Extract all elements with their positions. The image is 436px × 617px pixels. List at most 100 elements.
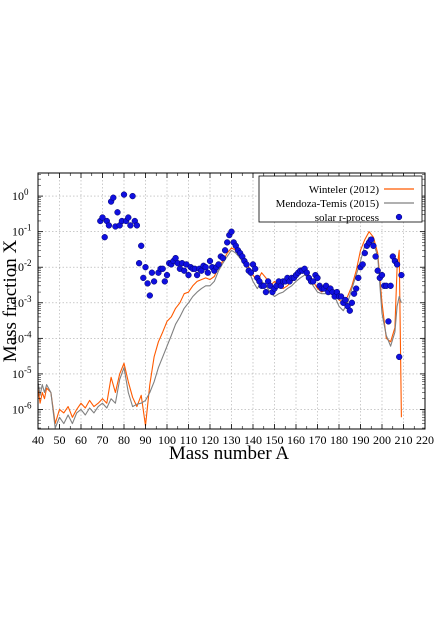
solar-point xyxy=(252,265,259,272)
x-tick-label: 190 xyxy=(352,433,370,447)
series-lines xyxy=(37,231,402,429)
solar-point xyxy=(310,278,317,285)
solar-point xyxy=(146,292,153,299)
x-tick-label: 110 xyxy=(180,433,198,447)
legend: Winteler (2012) Mendoza-Temis (2015) solar… xyxy=(258,175,423,224)
axis-ticks xyxy=(37,173,426,429)
solar-point xyxy=(150,278,158,285)
solar-point xyxy=(361,249,368,257)
solar-point xyxy=(101,234,108,241)
x-tick-label: 70 xyxy=(97,433,109,447)
x-tick-label: 210 xyxy=(395,433,413,447)
solar-point xyxy=(353,285,360,292)
solar-point xyxy=(114,209,121,216)
solar-point xyxy=(228,228,235,235)
solar-point xyxy=(140,274,147,282)
solar-point xyxy=(161,278,168,285)
y-tick-label: 10-1 xyxy=(12,223,32,239)
x-tick-label: 120 xyxy=(201,433,219,447)
solar-point xyxy=(398,271,405,279)
x-axis-title: Mass number A xyxy=(169,443,290,464)
solar-point xyxy=(120,191,128,198)
series-line-1 xyxy=(37,236,402,429)
series-points xyxy=(97,191,405,361)
solar-point xyxy=(206,257,214,265)
y-tick-label: 10-2 xyxy=(12,258,32,274)
solar-point xyxy=(138,242,145,249)
solar-point xyxy=(125,214,132,221)
x-tick-label: 180 xyxy=(330,433,348,447)
solar-point xyxy=(314,274,321,282)
solar-point xyxy=(204,269,211,276)
legend-label: Winteler (2012) xyxy=(309,184,379,196)
x-tick-label: 200 xyxy=(373,433,391,447)
solar-point xyxy=(163,271,171,279)
y-tick-label: 10-3 xyxy=(12,294,32,310)
y-tick-labels: 100 10-1 10-2 10-3 10-4 10-5 10-6 xyxy=(12,187,32,416)
solar-point xyxy=(135,260,143,267)
y-tick-label: 100 xyxy=(12,187,29,203)
solar-point xyxy=(385,318,392,325)
solar-point xyxy=(359,261,366,268)
solar-point xyxy=(99,214,106,221)
x-tick-label: 100 xyxy=(158,433,176,447)
solar-point xyxy=(337,293,345,300)
solar-point xyxy=(142,264,149,271)
solar-point xyxy=(348,299,356,306)
x-tick-label: 60 xyxy=(75,433,87,447)
solar-point xyxy=(396,353,403,361)
solar-point xyxy=(148,269,156,276)
solar-point xyxy=(346,307,353,314)
solar-point xyxy=(378,271,386,279)
solar-point xyxy=(127,222,134,229)
x-tick-label: 140 xyxy=(244,433,262,447)
solar-point xyxy=(193,271,201,279)
solar-point xyxy=(215,261,222,268)
solar-point xyxy=(303,269,310,276)
solar-point xyxy=(224,239,231,246)
x-tick-label: 220 xyxy=(416,433,434,447)
solar-point xyxy=(370,242,377,249)
x-tick-label: 160 xyxy=(287,433,305,447)
series-line-0 xyxy=(37,231,402,427)
solar-point xyxy=(243,261,250,268)
solar-point xyxy=(221,247,229,254)
x-tick-label: 150 xyxy=(266,433,284,447)
solar-point xyxy=(129,192,136,200)
x-tick-label: 130 xyxy=(223,433,241,447)
solar-point xyxy=(202,264,209,271)
legend-swatch-point xyxy=(395,213,403,221)
solar-point xyxy=(133,222,141,229)
solar-point xyxy=(185,271,192,279)
solar-point xyxy=(342,296,349,304)
legend-label: Mendoza-Temis (2015) xyxy=(276,198,380,210)
solar-point xyxy=(355,274,362,282)
y-tick-label: 10-6 xyxy=(12,400,32,416)
solar-point xyxy=(368,236,375,243)
solar-point xyxy=(105,222,113,229)
x-tick-label: 170 xyxy=(309,433,327,447)
x-tick-labels: 40 50 60 70 80 90 100 110 120 130 140 150 160 170 180 1… xyxy=(32,433,434,447)
x-tick-label: 80 xyxy=(118,433,130,447)
solar-point xyxy=(219,254,227,262)
x-tick-label: 90 xyxy=(140,433,152,447)
solar-point xyxy=(387,282,394,289)
legend-label: solar r-process xyxy=(315,212,379,224)
solar-point xyxy=(374,267,381,274)
y-tick-label: 10-4 xyxy=(12,329,32,345)
legend-box xyxy=(258,175,423,223)
solar-point xyxy=(393,261,401,268)
solar-point xyxy=(144,280,151,287)
x-tick-label: 50 xyxy=(54,433,66,447)
solar-point xyxy=(110,194,117,201)
solar-point xyxy=(159,265,166,272)
y-tick-label: 10-5 xyxy=(12,365,32,381)
solar-point xyxy=(372,253,379,260)
y-axis-title: Mass fraction X xyxy=(0,240,21,363)
solar-point xyxy=(181,267,188,274)
x-tick-label: 40 xyxy=(32,433,44,447)
solar-point xyxy=(260,282,267,289)
solar-point xyxy=(262,288,270,296)
solar-point xyxy=(247,269,255,276)
